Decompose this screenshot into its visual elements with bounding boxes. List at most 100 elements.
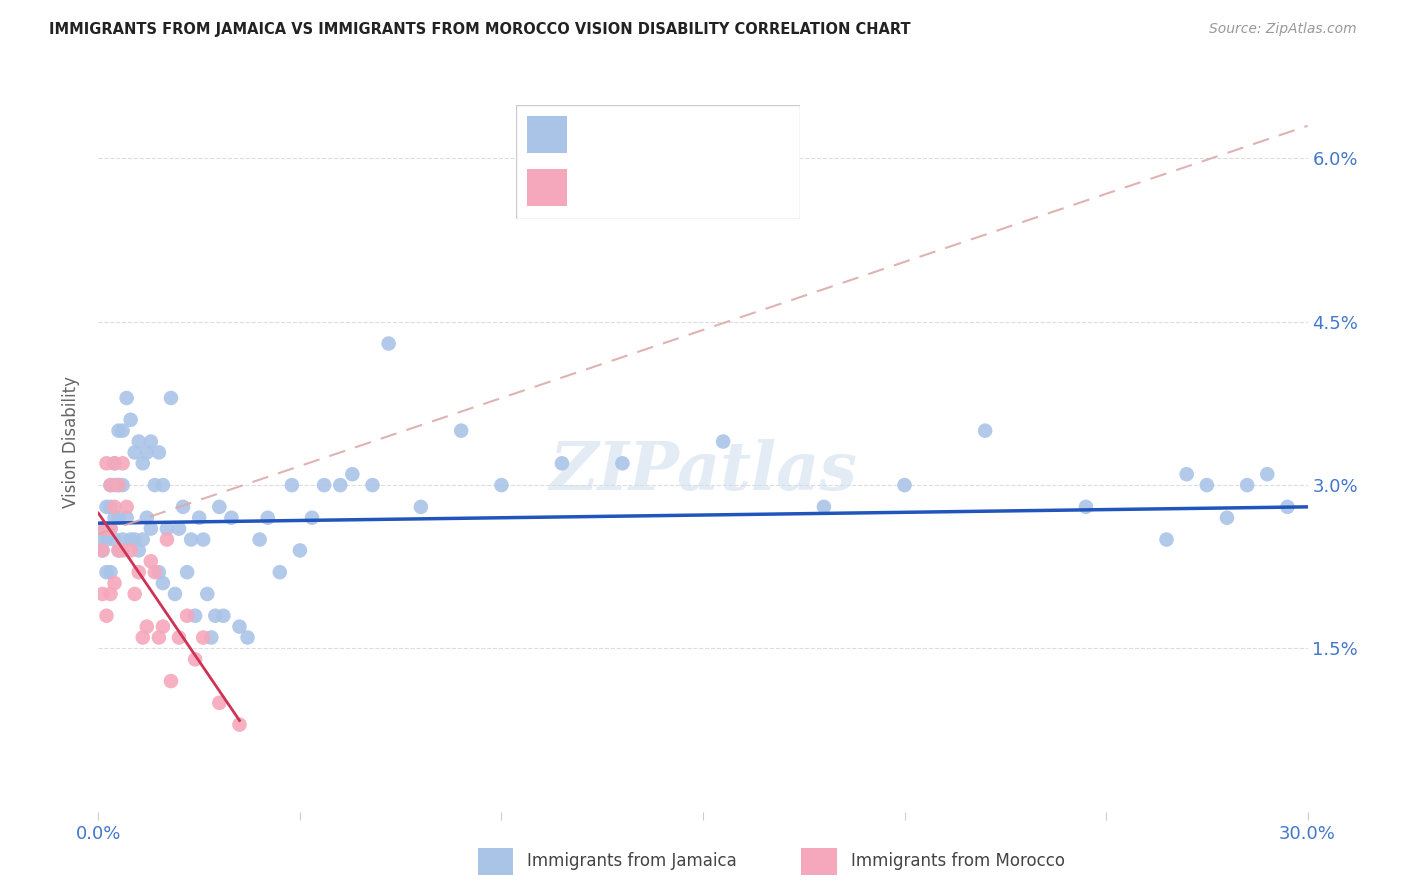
Point bbox=[115, 500, 138, 514]
Point bbox=[204, 608, 226, 623]
Point bbox=[176, 608, 198, 623]
Point bbox=[107, 510, 129, 524]
Point bbox=[100, 565, 122, 579]
Point bbox=[893, 478, 915, 492]
Point bbox=[107, 543, 129, 558]
Point bbox=[139, 434, 162, 449]
Point bbox=[180, 533, 202, 547]
Point bbox=[228, 619, 250, 633]
Point bbox=[1216, 510, 1239, 524]
Point bbox=[96, 456, 118, 470]
Point bbox=[103, 576, 125, 591]
Point bbox=[120, 533, 142, 547]
Point bbox=[314, 478, 336, 492]
Point bbox=[612, 456, 634, 470]
Point bbox=[96, 608, 118, 623]
Point bbox=[96, 565, 118, 579]
Point bbox=[228, 717, 250, 731]
Point bbox=[221, 510, 243, 524]
Y-axis label: Vision Disability: Vision Disability bbox=[62, 376, 80, 508]
Point bbox=[236, 631, 259, 645]
Point bbox=[1074, 500, 1097, 514]
Point bbox=[193, 631, 215, 645]
Point bbox=[100, 522, 122, 536]
Text: Source: ZipAtlas.com: Source: ZipAtlas.com bbox=[1209, 22, 1357, 37]
Text: Immigrants from Jamaica: Immigrants from Jamaica bbox=[527, 852, 737, 870]
Point bbox=[111, 533, 134, 547]
Point bbox=[143, 478, 166, 492]
Point bbox=[163, 587, 186, 601]
Point bbox=[128, 434, 150, 449]
Point bbox=[91, 522, 114, 536]
Point bbox=[160, 391, 183, 405]
Point bbox=[100, 500, 122, 514]
Point bbox=[132, 631, 155, 645]
Point bbox=[91, 587, 114, 601]
Text: Immigrants from Morocco: Immigrants from Morocco bbox=[851, 852, 1064, 870]
Point bbox=[152, 478, 174, 492]
Point bbox=[100, 587, 122, 601]
Point bbox=[100, 478, 122, 492]
Point bbox=[193, 533, 215, 547]
Point bbox=[1256, 467, 1278, 482]
Point bbox=[132, 456, 155, 470]
Point bbox=[100, 478, 122, 492]
Point bbox=[184, 608, 207, 623]
Point bbox=[103, 478, 125, 492]
Point bbox=[103, 500, 125, 514]
Point bbox=[160, 674, 183, 689]
Point bbox=[212, 608, 235, 623]
Point bbox=[148, 445, 170, 459]
Point bbox=[288, 543, 311, 558]
Point bbox=[128, 565, 150, 579]
Point bbox=[176, 565, 198, 579]
Point bbox=[132, 533, 155, 547]
Point bbox=[139, 522, 162, 536]
Point bbox=[91, 543, 114, 558]
Point bbox=[96, 522, 118, 536]
Point bbox=[167, 631, 190, 645]
Point bbox=[96, 500, 118, 514]
Point bbox=[135, 445, 157, 459]
Point bbox=[120, 543, 142, 558]
Point bbox=[167, 522, 190, 536]
Point bbox=[148, 631, 170, 645]
Point bbox=[91, 522, 114, 536]
Point bbox=[551, 456, 574, 470]
Point bbox=[91, 533, 114, 547]
Point bbox=[124, 445, 146, 459]
Point bbox=[103, 510, 125, 524]
Point bbox=[200, 631, 222, 645]
Point bbox=[100, 522, 122, 536]
Point bbox=[711, 434, 734, 449]
Point bbox=[172, 500, 194, 514]
Bar bbox=[801, 848, 837, 874]
Point bbox=[103, 456, 125, 470]
Point bbox=[269, 565, 291, 579]
Point bbox=[156, 533, 179, 547]
Point bbox=[974, 424, 997, 438]
Point bbox=[1175, 467, 1198, 482]
Point bbox=[281, 478, 304, 492]
Point bbox=[111, 456, 134, 470]
Point bbox=[1236, 478, 1258, 492]
Point bbox=[124, 587, 146, 601]
Point bbox=[249, 533, 271, 547]
Point bbox=[256, 510, 278, 524]
Point bbox=[115, 510, 138, 524]
Point bbox=[188, 510, 211, 524]
Point bbox=[135, 619, 157, 633]
Point bbox=[128, 543, 150, 558]
Point bbox=[152, 576, 174, 591]
Point bbox=[115, 391, 138, 405]
Point bbox=[342, 467, 364, 482]
Point bbox=[91, 543, 114, 558]
Point bbox=[208, 696, 231, 710]
Point bbox=[152, 619, 174, 633]
Point bbox=[301, 510, 323, 524]
Point bbox=[208, 500, 231, 514]
Point bbox=[96, 533, 118, 547]
Point bbox=[111, 543, 134, 558]
Point bbox=[329, 478, 352, 492]
Point bbox=[148, 565, 170, 579]
